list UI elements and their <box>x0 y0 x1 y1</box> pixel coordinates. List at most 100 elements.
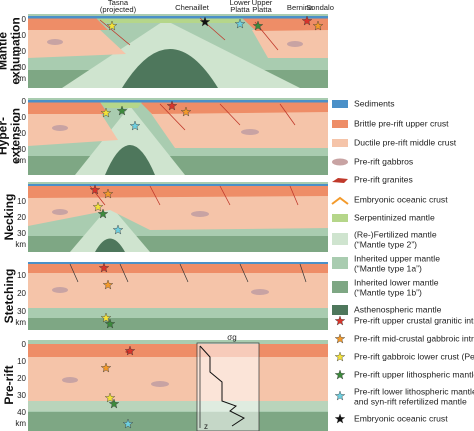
depth-tick: 10 <box>17 271 26 280</box>
legend-label: Serpentinized mantle <box>354 212 435 222</box>
location-label: Sondalo <box>306 3 334 12</box>
depth-unit: km <box>15 419 26 428</box>
swatch <box>332 305 348 315</box>
gabbro <box>47 39 63 45</box>
depth-unit: km <box>15 74 26 83</box>
sediments <box>28 16 328 19</box>
stage-label: Mantle <box>0 32 10 70</box>
brittle-crust <box>28 102 108 114</box>
depth-tick: 30 <box>17 307 26 316</box>
legend-label: Pre-rift lower lithospheric mantle (inhe… <box>354 386 474 396</box>
stage-label: extension <box>9 108 23 164</box>
depth-tick: 20 <box>17 47 26 56</box>
depth-tick: 30 <box>17 145 26 154</box>
location-label: Lower <box>230 0 251 7</box>
legend-label: Sediments <box>354 98 395 108</box>
panel-hyperextension <box>28 98 328 175</box>
panel-prerift <box>28 340 328 431</box>
ductile-crust <box>28 272 328 308</box>
sediments <box>28 184 328 186</box>
swatch <box>332 233 348 245</box>
stage-label: Pre-rift <box>2 365 16 404</box>
swatch <box>335 369 345 380</box>
depth-tick: 40 <box>17 408 26 417</box>
gabbro <box>151 381 169 387</box>
fault <box>69 263 307 283</box>
profile-axis-label: σg <box>227 333 236 342</box>
legend-label: Pre-rift upper crustal granitic intrusio… <box>354 315 474 325</box>
swatch <box>332 281 348 293</box>
stage-label: Necking <box>2 194 16 241</box>
fault <box>89 185 299 206</box>
depth-tick: 10 <box>17 197 26 206</box>
depth-tick: 20 <box>17 213 26 222</box>
depth-unit: km <box>15 318 26 327</box>
swatch <box>335 413 345 424</box>
lower-mantle <box>28 412 328 431</box>
asthenosphere <box>122 49 218 88</box>
location-label: Tasna <box>108 0 129 7</box>
legend-label: Asthenospheric mantle <box>354 304 442 314</box>
legend-label: and syn-rift refertilized mantle <box>354 396 467 406</box>
asthenosphere <box>105 145 155 175</box>
location-label: Bernina <box>287 3 314 12</box>
ductile-crust <box>28 112 118 146</box>
gabbro <box>52 287 68 293</box>
fault <box>159 103 296 131</box>
gabbro <box>52 125 68 131</box>
swatch <box>332 178 348 183</box>
depth-tick: 30 <box>17 229 26 238</box>
swatch <box>335 351 345 362</box>
ductile-crust <box>150 110 328 148</box>
fertilized-mantle <box>75 106 185 175</box>
stage-label: Hyper- <box>0 117 10 155</box>
depth-unit: km <box>15 240 26 249</box>
depth-tick: 0 <box>22 15 27 24</box>
panel-stretching <box>28 262 328 330</box>
depth-tick: 10 <box>17 113 26 122</box>
depth-tick: 30 <box>17 391 26 400</box>
location-label: Upper <box>252 0 273 7</box>
legend-label: Pre-rift granites <box>354 174 413 184</box>
legend-label: (“Mantle type 2”) <box>354 239 417 249</box>
depth-tick: 20 <box>17 129 26 138</box>
location-label: Platta <box>230 5 250 14</box>
brittle-crust <box>28 344 328 357</box>
ductile-crust <box>28 28 126 58</box>
legend-label: (Re-)Fertilized mantle <box>354 229 437 239</box>
panel-exhumation <box>28 14 328 88</box>
legend-label: Pre-rift upper lithospheric mantle (inhe… <box>354 369 474 379</box>
serpentinized-mantle <box>96 18 244 23</box>
swatch <box>335 315 345 326</box>
swatch <box>335 333 345 344</box>
gabbro <box>52 209 68 215</box>
legend-label: Inherited upper mantle <box>354 253 440 263</box>
depth-tick: 0 <box>22 340 27 349</box>
gabbro <box>62 377 78 383</box>
profile-depth-label: z <box>204 422 208 431</box>
legend-swatches <box>331 100 349 424</box>
legend-label: Embryonic oceanic crust <box>354 194 448 204</box>
lower-mantle <box>28 318 328 330</box>
swatch <box>332 100 348 108</box>
legend-label: (“Mantle type 1a”) <box>354 263 422 273</box>
legend-label: Brittle pre-rift upper crust <box>354 118 449 128</box>
legend-label: Pre-rift mid-crustal gabbroic intrusion <box>354 333 474 343</box>
panel-necking <box>28 182 328 252</box>
depth-tick: 20 <box>17 289 26 298</box>
location-label: Chenaillet <box>175 3 210 12</box>
depth-tick: 30 <box>17 63 26 72</box>
brittle-crust <box>28 264 328 273</box>
depth-tick: 10 <box>17 31 26 40</box>
swatch <box>332 257 348 269</box>
asthenosphere <box>95 238 125 252</box>
location-label: Platta <box>252 5 272 14</box>
profile-box <box>196 342 260 431</box>
swatch <box>331 196 349 205</box>
gabbro <box>251 289 269 295</box>
legend-label: (“Mantle type 1b”) <box>354 287 422 297</box>
gabbro <box>191 211 209 217</box>
sediments <box>28 262 328 264</box>
